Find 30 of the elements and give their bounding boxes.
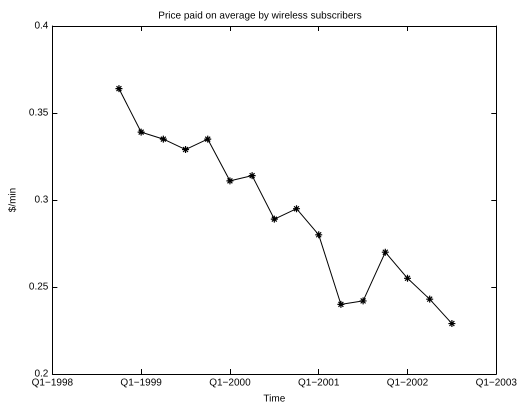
point xyxy=(359,296,368,306)
y-tick-label: 0.35 xyxy=(28,108,49,118)
y-tick-label: 0.4 xyxy=(34,20,49,32)
y-tick-label: 0.25 xyxy=(28,282,49,292)
point xyxy=(426,295,434,304)
point xyxy=(403,274,412,282)
x-tick-label: Q1−2003 xyxy=(476,378,518,388)
point xyxy=(204,135,212,144)
x-tick-label: Q1−2000 xyxy=(209,378,252,388)
point xyxy=(226,176,234,185)
point xyxy=(292,204,301,213)
y-axis-title: $/min xyxy=(8,188,18,212)
point xyxy=(448,319,456,328)
point xyxy=(181,145,190,154)
point xyxy=(248,172,256,180)
x-tick-label: Q1−1999 xyxy=(120,378,162,388)
x-tick-label: Q1−2001 xyxy=(298,378,340,388)
point xyxy=(137,128,146,136)
y-tick-label: 0.2 xyxy=(34,368,49,380)
point xyxy=(336,300,346,308)
point xyxy=(114,84,124,93)
chart-title: Price paid on average by wireless subscribers xyxy=(158,10,362,22)
point xyxy=(381,248,390,256)
point xyxy=(270,215,278,224)
point xyxy=(314,230,323,239)
x-axis-title: Time xyxy=(263,394,286,404)
y-tick-label: 0.3 xyxy=(34,194,49,206)
x-tick-label: Q1−1998 xyxy=(32,378,74,388)
point xyxy=(159,135,168,144)
x-tick-label: Q1−2002 xyxy=(386,378,429,388)
